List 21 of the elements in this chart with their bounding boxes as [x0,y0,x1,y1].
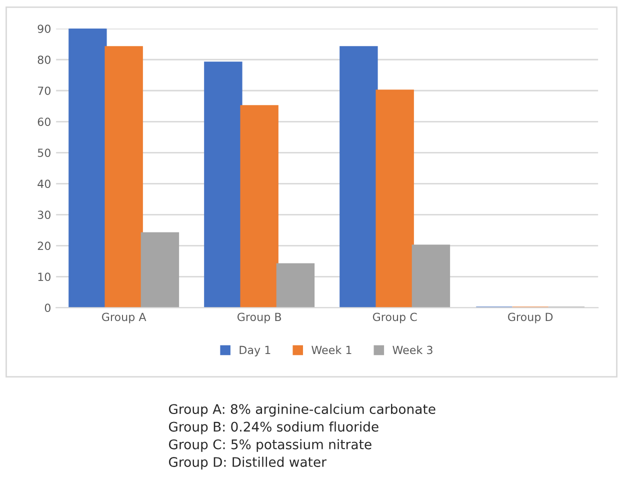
y-tick-label: 20 [38,242,50,250]
text: Group A: 8% arginine-calcium carbonate [168,404,436,417]
y-tick-label: 60 [38,118,50,126]
y-tick-label: 0 [44,304,50,312]
y-tick-label: 30 [38,210,50,220]
y-tick-label: 40 [38,180,50,188]
legend-label: Week 3 [392,346,432,354]
y-tick-label: 10 [38,272,50,282]
text: Group C: 5% potassium nitrate [168,439,372,452]
x-tick-label: Group C [372,312,417,324]
y-tick-label: 50 [38,148,50,158]
y-tick-label: 90 [38,24,50,33]
text: Group B: 0.24% sodium fluoride [168,421,378,434]
text: Group D: Distilled water [168,456,327,470]
x-tick-label: Group A [102,312,146,324]
x-tick-label: Group B [237,312,282,324]
y-tick-label: 70 [38,86,50,96]
legend-label: Day 1 [240,346,270,356]
y-tick-label: 80 [38,56,50,64]
legend-label: Week 1 [312,346,352,354]
x-tick-label: Group D [508,312,553,324]
